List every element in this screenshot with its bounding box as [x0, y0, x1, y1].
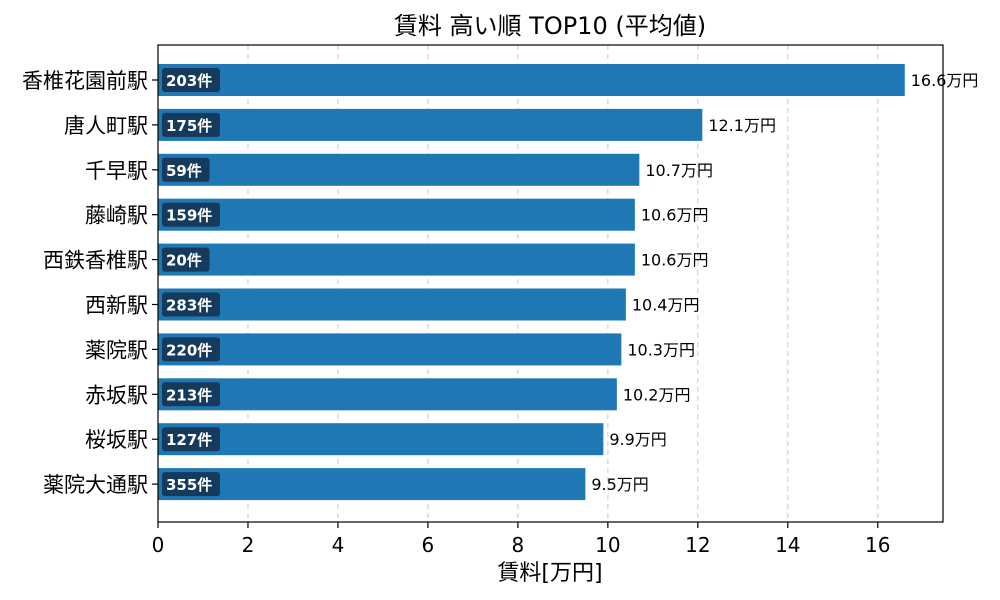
bar	[158, 198, 635, 231]
count-label: 283件	[166, 297, 212, 315]
x-tick-label: 14	[775, 533, 800, 557]
value-label: 9.5万円	[591, 475, 648, 494]
bar	[158, 423, 604, 456]
count-label: 159件	[166, 207, 212, 225]
count-label: 220件	[166, 341, 212, 359]
plot-frame	[157, 44, 944, 523]
count-badge	[162, 68, 220, 92]
bar	[158, 108, 703, 141]
chart-title: 賃料 高い順 TOP10 (平均値)	[394, 12, 706, 40]
x-tick-label: 2	[242, 533, 255, 557]
bar	[158, 64, 905, 96]
bar	[158, 243, 635, 276]
count-label: 203件	[166, 72, 212, 90]
category-label: 香椎花園前駅	[22, 69, 148, 93]
count-badge	[162, 382, 220, 407]
axis-ticks: 0 2 4 6 8 10 12 14 16	[152, 79, 890, 557]
value-label: 10.2万円	[623, 385, 691, 404]
value-label: 10.4万円	[632, 296, 700, 315]
value-label: 16.6万円	[911, 71, 979, 90]
category-label: 西鉄香椎駅	[43, 249, 148, 273]
category-label: 薬院大通駅	[43, 473, 148, 497]
bar	[158, 378, 617, 411]
value-label: 12.1万円	[708, 116, 776, 135]
category-label: 桜坂駅	[85, 428, 148, 452]
x-tick-label: 16	[865, 533, 890, 557]
x-tick-label: 4	[332, 533, 345, 557]
x-tick-label: 0	[152, 533, 165, 557]
count-badge	[162, 337, 220, 362]
category-label: 千早駅	[85, 159, 148, 183]
category-label: 唐人町駅	[64, 114, 148, 138]
count-badge	[162, 472, 220, 497]
category-label: 薬院駅	[85, 338, 148, 362]
value-label: 10.6万円	[641, 251, 709, 270]
count-label: 175件	[166, 117, 212, 135]
count-badge	[162, 247, 210, 272]
x-tick-label: 10	[595, 533, 620, 557]
category-label: 西新駅	[85, 294, 148, 318]
count-badge	[162, 427, 220, 452]
x-tick-label: 12	[685, 533, 710, 557]
x-tick-label: 8	[512, 533, 525, 557]
count-badge	[162, 202, 220, 227]
count-badge	[162, 157, 210, 182]
bars	[158, 64, 905, 501]
value-label: 10.7万円	[645, 161, 713, 180]
value-label: 10.6万円	[641, 206, 709, 225]
bar	[158, 333, 622, 366]
count-label: 59件	[166, 162, 202, 180]
x-tick-label: 6	[422, 533, 435, 557]
bar	[158, 153, 640, 186]
count-badge	[162, 112, 220, 137]
count-badge	[162, 292, 220, 317]
bar	[158, 468, 586, 501]
category-label: 藤崎駅	[85, 204, 148, 228]
count-label: 20件	[166, 252, 202, 270]
count-label: 213件	[166, 386, 212, 404]
count-label: 355件	[166, 476, 212, 494]
category-label: 赤坂駅	[85, 383, 148, 407]
count-label: 127件	[166, 431, 212, 449]
bar	[158, 288, 626, 321]
x-axis-label: 賃料[万円]	[497, 561, 602, 586]
value-label: 10.3万円	[627, 340, 695, 359]
value-label: 9.9万円	[609, 430, 666, 449]
